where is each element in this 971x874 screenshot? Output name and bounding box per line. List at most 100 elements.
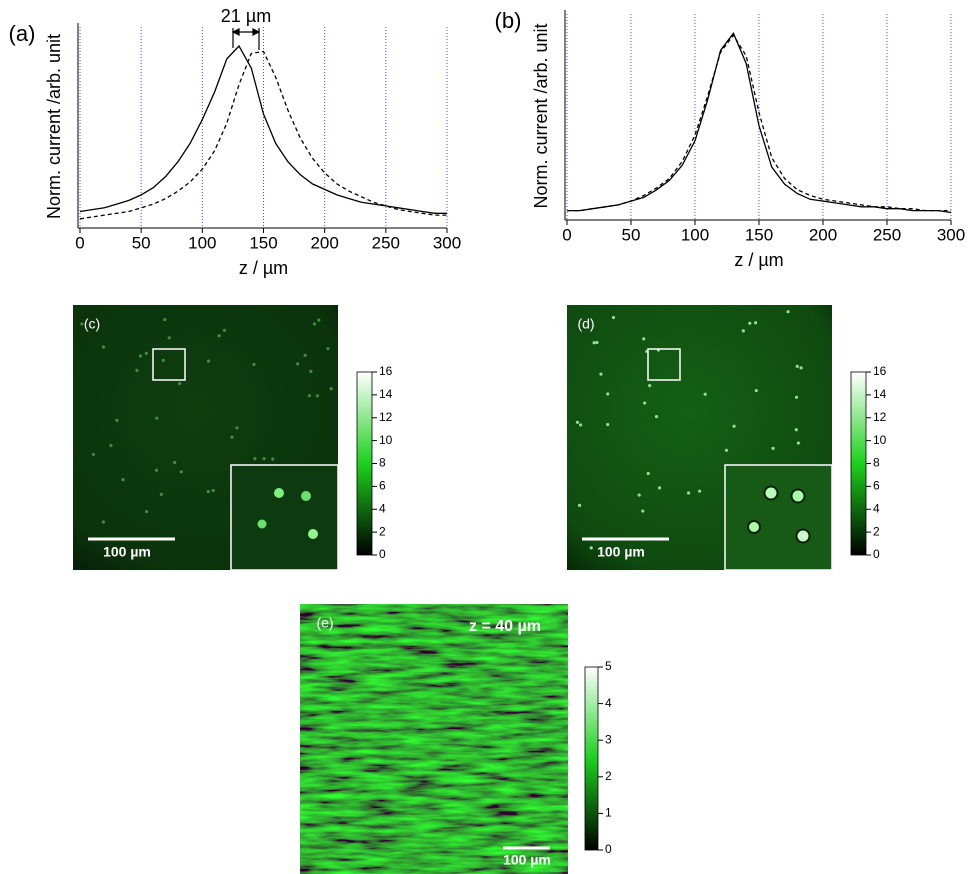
particle (155, 416, 159, 420)
panel-label: (d) (577, 316, 594, 332)
particle (121, 478, 125, 482)
panel-d (567, 305, 833, 571)
particle (786, 310, 790, 314)
particle (595, 340, 599, 345)
inset (230, 464, 339, 571)
particle (579, 423, 583, 427)
x-tick-label: 0 (562, 225, 571, 244)
colorbar-tick-label: 8 (379, 456, 386, 470)
x-tick-label: 50 (132, 233, 151, 252)
particle (179, 470, 183, 474)
particle (611, 315, 616, 320)
panel-e (300, 604, 568, 874)
colorbar-tick-label: 0 (605, 842, 612, 856)
colorbar-tick-label: 4 (379, 501, 386, 515)
x-tick-label: 100 (188, 233, 216, 252)
particle (303, 353, 307, 357)
particle (161, 358, 165, 362)
particle (101, 520, 106, 524)
particle (115, 418, 119, 422)
panel-label: (a) (9, 21, 36, 46)
annotation-arrow (231, 28, 261, 50)
y-axis-label: Norm. current /arb. unit (531, 23, 551, 208)
inset-particles (747, 485, 811, 544)
particle (794, 428, 798, 432)
particle (101, 345, 106, 349)
particle (80, 322, 84, 326)
particle (592, 341, 596, 345)
colorbar-tick-label: 3 (605, 732, 612, 746)
particle (206, 489, 210, 494)
particle (599, 372, 603, 376)
colorbar-tick-label: 1 (605, 806, 612, 820)
panel-label: (c) (84, 316, 100, 332)
colorbar-tick-label: 5 (605, 659, 612, 673)
particle (575, 420, 580, 424)
particle (724, 448, 729, 452)
particle (317, 318, 321, 322)
particle (646, 471, 650, 476)
x-tick-label: 250 (873, 225, 901, 244)
inset (724, 464, 833, 571)
particle (217, 334, 221, 338)
panel-c (73, 305, 339, 571)
particle (794, 395, 799, 399)
particle (138, 354, 142, 358)
particle (252, 362, 256, 367)
particle (91, 452, 96, 457)
colorbar-tick-label: 16 (379, 364, 393, 378)
particle (329, 387, 333, 391)
particle (754, 388, 758, 393)
particle (206, 359, 211, 363)
annotation: 21 µm (221, 6, 271, 26)
colorbar-tick-label: 0 (873, 547, 880, 561)
particle (637, 493, 641, 497)
particle (211, 488, 215, 493)
particle (253, 456, 257, 461)
image (300, 604, 568, 874)
colorbar-tick-label: 4 (873, 501, 880, 515)
particle (154, 468, 159, 472)
particle (698, 489, 702, 493)
scale-bar-label: 100 µm (597, 544, 645, 560)
particle (799, 366, 803, 370)
particle (262, 457, 266, 461)
colorbar-tick-label: 6 (873, 479, 880, 493)
particle (795, 364, 799, 369)
colorbar-tick-label: 0 (379, 547, 386, 561)
roi-box (152, 348, 186, 381)
annotation: z = 40 µm (469, 618, 541, 635)
particle (109, 443, 113, 448)
colorbar (356, 371, 373, 556)
particle (686, 491, 691, 495)
x-tick-label: 0 (75, 233, 84, 252)
x-tick-label: 200 (809, 225, 837, 244)
x-tick-label: 250 (372, 233, 400, 252)
particle (654, 415, 659, 419)
particle (159, 492, 163, 497)
y-axis-label: Norm. current /arb. unit (44, 34, 64, 219)
x-tick-label: 150 (249, 233, 277, 252)
particle (648, 384, 652, 388)
particle (177, 381, 182, 386)
x-axis-label: z / µm (239, 258, 288, 278)
particle (657, 486, 662, 490)
particle (315, 394, 320, 398)
colorbar-tick-label: 10 (379, 433, 393, 447)
particle (642, 337, 646, 341)
particle (144, 351, 148, 355)
colorbar-tick-label: 16 (873, 364, 887, 378)
colorbar-tick-label: 2 (379, 524, 386, 538)
particle (748, 321, 752, 325)
particle (741, 329, 745, 333)
particle (296, 362, 300, 366)
particle (307, 394, 311, 398)
line-series (79, 50, 447, 220)
panel-label: (b) (495, 8, 522, 33)
x-tick-label: 200 (310, 233, 338, 252)
line-series (79, 44, 447, 214)
colorbar-tick-label: 10 (873, 433, 887, 447)
particle (641, 509, 645, 513)
